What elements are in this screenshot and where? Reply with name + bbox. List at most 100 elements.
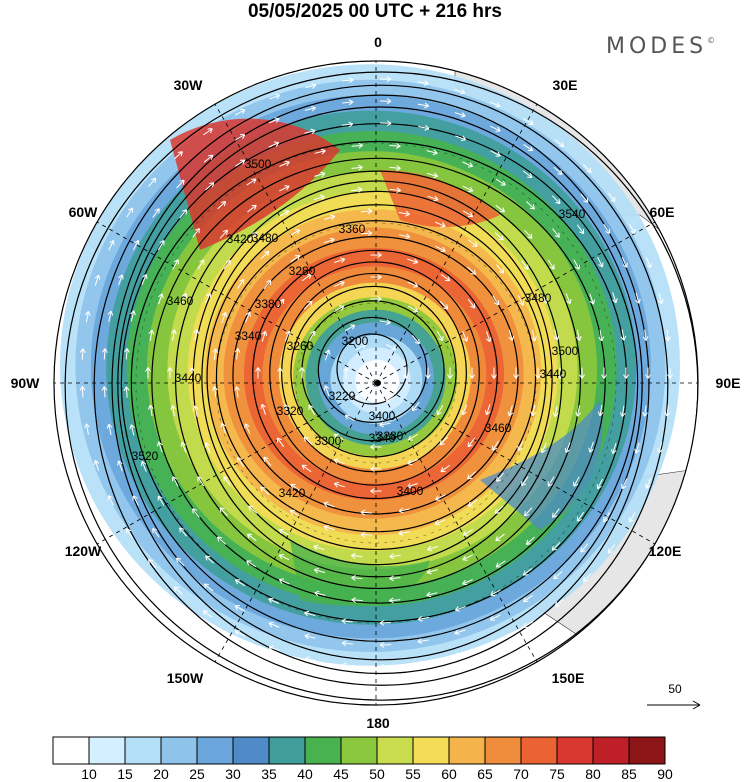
wind-vector [540, 442, 547, 454]
wind-vector [573, 259, 580, 270]
wind-vector [552, 508, 560, 518]
wind-vector [304, 105, 316, 112]
wind-vector [385, 395, 397, 403]
height-contour [120, 123, 639, 642]
wind-vector [148, 177, 157, 187]
wind-vector [244, 311, 251, 323]
wind-vector [495, 533, 505, 542]
colorbar-tick-label: 55 [405, 766, 421, 782]
map-title: 05/05/2025 00 UTC + 216 hrs [247, 1, 503, 22]
wind-vector [255, 367, 261, 379]
wind-vector [426, 172, 439, 179]
wind-vector [355, 343, 367, 351]
wind-vector [323, 385, 330, 397]
wind-vector [467, 437, 476, 448]
wind-vector [575, 329, 582, 341]
wind-vector [603, 223, 611, 234]
height-contour [174, 170, 582, 590]
wind-vector [157, 495, 165, 506]
wind-vector [157, 240, 165, 251]
colorbar-ticks: 10 15 20 25 30 35 40 45 50 55 60 65 70 75 80 85 90 [81, 766, 673, 782]
wind-vector [645, 257, 652, 269]
wind-vector [246, 560, 257, 568]
wind-vector [517, 440, 524, 452]
wind-vector [370, 296, 382, 302]
wind-vector [645, 367, 651, 379]
wind-vector [172, 476, 179, 487]
wind-vector [454, 88, 466, 95]
wind-vector [541, 292, 548, 304]
wind-vector [181, 293, 188, 304]
wind-vector [170, 405, 177, 417]
wind-vector [435, 245, 446, 253]
wind-vector [440, 464, 451, 473]
wind-vector [263, 456, 272, 466]
wind-vector [263, 279, 272, 290]
wind-vector [192, 228, 200, 238]
wind-vector [380, 120, 392, 127]
height-contour [93, 84, 669, 686]
wind-vector [351, 164, 363, 171]
contour-label: 3460 [485, 421, 512, 435]
wind-vector [192, 508, 200, 518]
contour-label: 3280 [377, 429, 404, 443]
wind-vector [193, 329, 200, 341]
longitude-label: 30E [553, 77, 578, 93]
wind-vector [523, 118, 534, 126]
longitude-label: 180 [366, 715, 390, 731]
wind-vector [418, 125, 430, 131]
contour-label: 3460 [167, 294, 194, 308]
wind-vector [524, 507, 533, 517]
wind-vector [573, 476, 580, 487]
wind-vector [379, 641, 392, 648]
meridian-line [214, 382, 377, 663]
wind-vector [379, 319, 391, 325]
wind-vector [314, 590, 326, 597]
wind-vector [268, 645, 280, 652]
meridian-line [96, 221, 377, 384]
wind-vector [260, 250, 270, 260]
wind-vector [308, 404, 316, 416]
wind-vector [304, 633, 316, 640]
wind-vector [629, 223, 636, 234]
contour-label: 3500 [552, 344, 579, 358]
wind-vector [314, 171, 326, 178]
wind-vector [343, 367, 349, 379]
wind-vector [172, 259, 179, 270]
wind-vector [494, 232, 504, 241]
wind-vector [361, 208, 373, 215]
wind-vector [313, 544, 325, 551]
wind-vector [407, 281, 419, 288]
colorbar-box [520, 736, 558, 765]
wind-vector [597, 256, 604, 268]
wind-vector [268, 141, 280, 148]
wind-vector [299, 367, 305, 379]
wind-vector [389, 165, 401, 171]
wind-vector [554, 139, 565, 148]
wind-vector [547, 476, 555, 487]
wind-vector [525, 536, 535, 545]
wind-vector [575, 405, 582, 417]
wind-vector [427, 195, 439, 202]
wind-vector [531, 330, 537, 342]
wind-vector [341, 640, 354, 647]
wind-vector [204, 442, 211, 454]
wind-vector [333, 481, 345, 488]
wind-vector [398, 210, 410, 217]
wind-vector [379, 76, 392, 83]
wind-vector [107, 310, 114, 322]
colorbar-tick-label: 70 [513, 766, 529, 782]
wind-vector [129, 424, 136, 436]
wind-vector [462, 185, 474, 193]
wind-vector [634, 442, 640, 454]
wind-vector [147, 404, 154, 417]
wind-vector [334, 257, 346, 264]
wind-vector [203, 154, 214, 163]
wind-vector [524, 229, 533, 239]
wind-vector [126, 207, 134, 218]
wind-vector [132, 495, 139, 506]
contour-label: 3420 [227, 232, 254, 246]
contour-label: 3520 [132, 449, 159, 463]
wind-vector [582, 573, 592, 582]
wind-vector [468, 239, 478, 247]
